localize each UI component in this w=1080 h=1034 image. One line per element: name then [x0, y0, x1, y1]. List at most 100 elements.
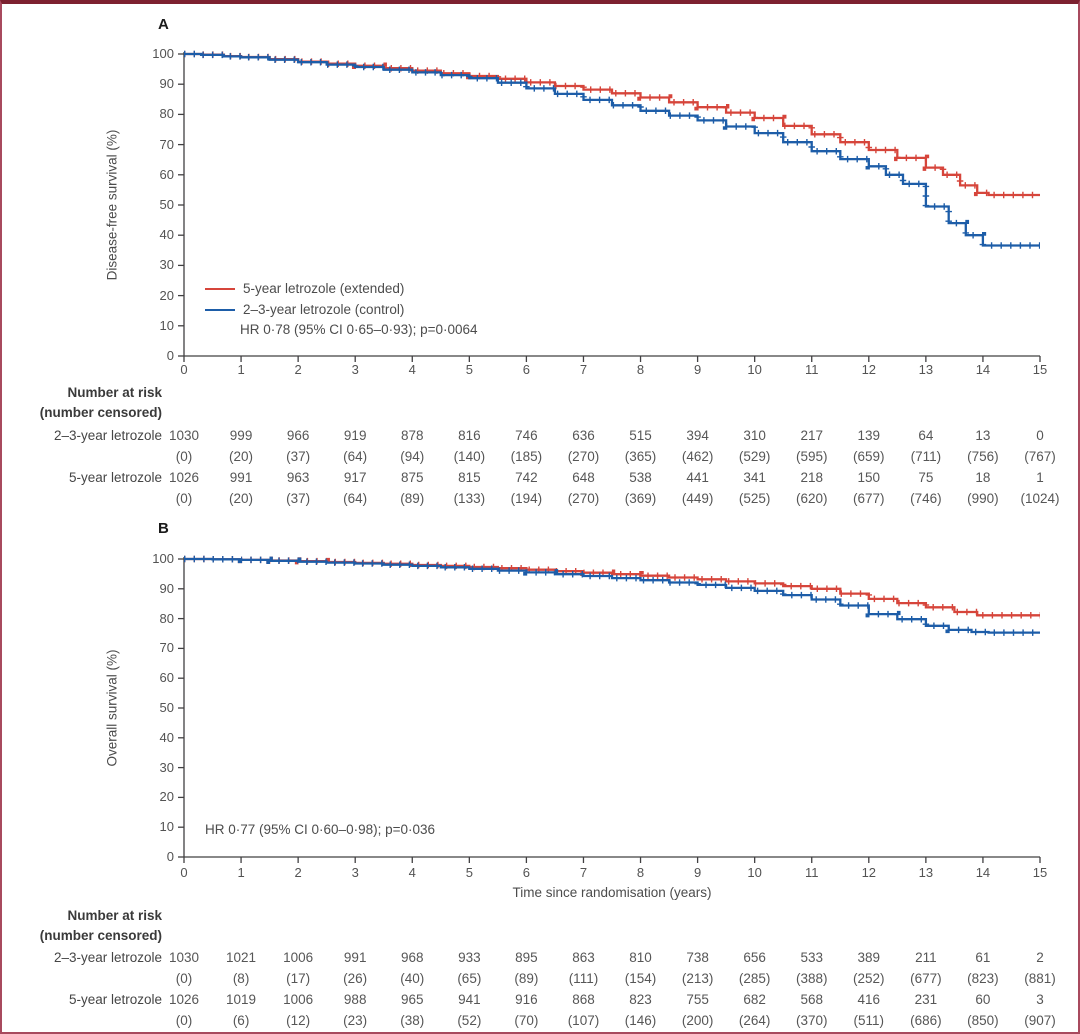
at-risk-count: 868: [572, 992, 595, 1007]
at-risk-count: 648: [572, 470, 595, 485]
extended-line-swatch: [205, 287, 235, 290]
x-tick-label: 4: [408, 865, 416, 880]
at-risk-count: 816: [458, 428, 481, 443]
legend-label-extended: 5-year letrozole (extended): [243, 281, 405, 296]
at-risk-count: 568: [800, 992, 823, 1007]
at-risk-count: 1030: [168, 428, 200, 443]
y-tick-label: 70: [159, 640, 174, 656]
censored-count: (0): [175, 971, 193, 986]
panel-b-label: B: [158, 520, 169, 537]
risk-table-a-header-1: Number at risk: [67, 385, 162, 400]
risk-table-a-row-label-control: 2–3-year letrozole: [53, 428, 162, 443]
y-tick-label: 0: [166, 348, 174, 363]
at-risk-count: 878: [401, 428, 424, 443]
at-risk-count: 211: [915, 950, 937, 965]
km-curve-A: [184, 52, 1040, 197]
x-tick-label: 12: [861, 865, 877, 880]
censored-count: (881): [1024, 971, 1056, 986]
censored-count: (23): [343, 1013, 368, 1028]
survival-curves-plot: [178, 50, 1041, 863]
y-tick-label: 30: [159, 257, 174, 273]
censored-count: (462): [681, 449, 714, 464]
at-risk-count: 941: [458, 992, 481, 1007]
censored-count: (40): [400, 971, 425, 986]
at-risk-count: 218: [800, 470, 823, 485]
risk-table-b-header-2: (number censored): [39, 928, 162, 943]
censored-count: (746): [910, 491, 942, 506]
censored-count: (20): [229, 491, 254, 506]
panel-a-label: A: [158, 16, 169, 33]
at-risk-count: 389: [857, 950, 881, 965]
y-tick-label: 40: [159, 729, 174, 745]
x-tick-label: 14: [975, 865, 991, 880]
x-tick-label: 0: [180, 865, 188, 880]
x-axis-title: Time since randomisation (years): [512, 885, 712, 900]
censored-count: (94): [400, 449, 425, 464]
at-risk-count: 2: [1036, 950, 1044, 965]
at-risk-count: 217: [800, 428, 823, 443]
control-line-swatch: [205, 308, 235, 311]
y-tick-label: 60: [159, 166, 174, 182]
at-risk-count: 919: [343, 428, 367, 443]
x-tick-label: 2: [294, 865, 302, 880]
at-risk-count: 533: [800, 950, 823, 965]
y-tick-label: 0: [166, 849, 174, 864]
censored-count: (111): [568, 971, 599, 986]
y-tick-label: 10: [159, 819, 174, 835]
x-tick-label: 11: [804, 362, 819, 377]
censored-count: (823): [967, 971, 999, 986]
y-tick-label: 100: [152, 551, 174, 566]
censored-count: (185): [510, 449, 543, 464]
censored-count: (146): [624, 1013, 657, 1028]
at-risk-count: 75: [918, 470, 934, 485]
km-censor-ticks-B: [184, 555, 1040, 636]
at-risk-count: 13: [975, 428, 991, 443]
censored-count: (70): [514, 1013, 539, 1028]
at-risk-count: 416: [857, 992, 881, 1007]
y-tick-label: 60: [159, 670, 174, 686]
censored-count: (64): [343, 449, 368, 464]
x-tick-label: 13: [918, 865, 934, 880]
x-tick-label: 8: [636, 865, 645, 880]
x-tick-label: 2: [294, 362, 302, 377]
x-tick-label: 12: [861, 362, 877, 377]
censored-count: (990): [967, 491, 999, 506]
at-risk-count: 823: [629, 992, 652, 1007]
at-risk-count: 60: [975, 992, 991, 1007]
censored-count: (37): [286, 449, 311, 464]
censored-count: (511): [853, 1013, 885, 1028]
censored-count: (37): [286, 491, 311, 506]
at-risk-count: 394: [686, 428, 709, 443]
censored-count: (65): [457, 971, 482, 986]
at-risk-count: 875: [401, 470, 424, 485]
y-tick-label: 50: [159, 700, 174, 715]
at-risk-count: 1006: [283, 950, 314, 965]
censored-count: (64): [343, 491, 368, 506]
at-risk-count: 738: [686, 950, 709, 965]
at-risk-count: 61: [975, 950, 991, 965]
y-tick-label: 70: [159, 136, 174, 152]
censored-count: (140): [453, 449, 486, 464]
censored-count: (17): [286, 971, 311, 986]
censored-count: (449): [681, 491, 714, 506]
censored-count: (26): [343, 971, 368, 986]
censored-count: (213): [681, 971, 714, 986]
y-tick-label: 100: [152, 46, 174, 61]
at-risk-count: 1026: [168, 470, 200, 485]
legend-item-control: 2–3-year letrozole (control): [205, 302, 404, 317]
at-risk-count: 636: [572, 428, 595, 443]
at-risk-count: 999: [229, 428, 253, 443]
at-risk-count: 310: [743, 428, 766, 443]
censored-count: (270): [567, 491, 600, 506]
at-risk-count: 1: [1036, 470, 1044, 485]
censored-count: (89): [400, 491, 425, 506]
km-curve-B: [184, 557, 1040, 617]
km-censor-ticks-A: [184, 50, 1040, 199]
censored-count: (525): [738, 491, 771, 506]
risk-table-b-row-label-extended: 5-year letrozole: [68, 992, 162, 1007]
x-tick-label: 11: [804, 865, 819, 880]
censored-count: (52): [457, 1013, 482, 1028]
censored-count: (107): [567, 1013, 600, 1028]
risk-table-b-row-label-control: 2–3-year letrozole: [53, 950, 162, 965]
